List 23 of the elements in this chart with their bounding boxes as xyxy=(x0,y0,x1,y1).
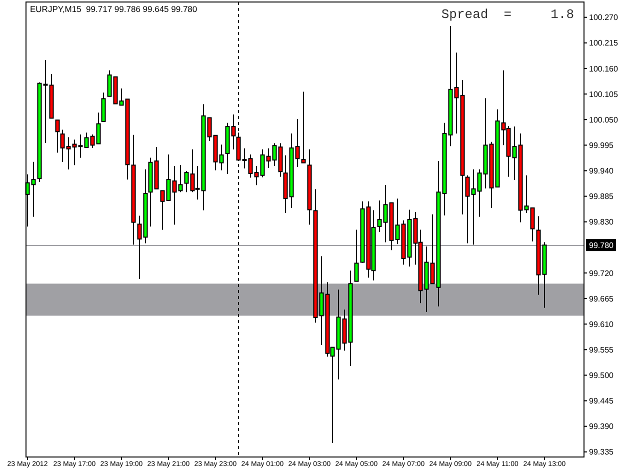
y-tick-label: 100.160 xyxy=(589,64,618,74)
y-tick-label: 99.390 xyxy=(589,422,614,432)
candlestick xyxy=(101,92,106,122)
y-tick-label: 99.995 xyxy=(589,140,614,150)
y-tick-label: 100.050 xyxy=(589,115,618,124)
y-tick-label: 99.940 xyxy=(589,166,614,176)
y-tick-label: 99.665 xyxy=(589,294,614,304)
candlestick xyxy=(301,91,306,164)
ref-line-label: 99.780 xyxy=(589,240,614,250)
candlestick xyxy=(55,120,60,154)
y-tick-label: 100.215 xyxy=(589,38,618,48)
y-tick-label: 99.555 xyxy=(589,345,614,354)
y-tick-label: 99.500 xyxy=(589,371,614,380)
y-tick-label: 99.885 xyxy=(589,192,614,202)
y-tick-label: 100.105 xyxy=(589,90,618,99)
y-tick-label: 99.610 xyxy=(589,320,614,329)
y-tick-label: 99.335 xyxy=(589,448,614,457)
chart-title: EURJPY,M15 99.717 99.786 99.645 99.780 xyxy=(30,4,198,14)
y-tick-label: 99.720 xyxy=(589,268,614,278)
y-tick-label: 99.830 xyxy=(589,218,614,227)
y-tick-label: 99.445 xyxy=(589,396,614,406)
annotation: Spread = 1.8 xyxy=(441,7,574,22)
y-tick-label: 100.270 xyxy=(589,13,618,22)
